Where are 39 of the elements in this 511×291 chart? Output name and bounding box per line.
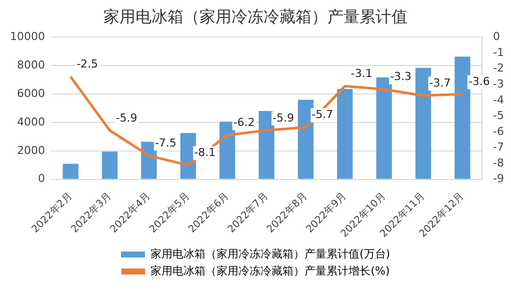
data-label: -3.7	[429, 76, 451, 90]
bar	[62, 164, 78, 179]
data-label: -3.6	[468, 74, 490, 88]
y-tick-label: 4000	[16, 115, 45, 128]
y-tick-label: 2000	[16, 144, 45, 157]
bar	[102, 152, 118, 179]
data-label: -6.2	[233, 116, 255, 130]
data-label: -7.5	[154, 136, 176, 150]
data-label: -3.1	[350, 67, 372, 80]
y2-tick-label: -2	[493, 62, 504, 75]
y2-tick-label: -9	[493, 172, 504, 186]
data-label: -5.7	[312, 108, 334, 122]
bar	[415, 68, 432, 179]
y-tick-label: 10000	[10, 30, 45, 44]
legend-label: 家用电冰箱（家用冷冻冷藏箱）产量累计值(万台)	[150, 247, 390, 260]
y-tick-label: 0	[38, 172, 45, 186]
bar	[298, 100, 314, 179]
y2-tick-label: -7	[493, 140, 504, 154]
y2-tick-label: -5	[493, 109, 504, 122]
y2-tick-label: -8	[493, 156, 504, 170]
y2-tick-label: -6	[493, 124, 504, 138]
y2-tick-label: 0	[493, 30, 500, 44]
data-label: -8.1	[194, 146, 216, 160]
bar	[219, 122, 236, 179]
y2-tick-label: -3	[493, 77, 504, 90]
chart-title: 家用电冰箱（家用冷冻冷藏箱）产量累计值	[104, 6, 408, 26]
bar	[376, 77, 392, 179]
data-label: -2.5	[76, 58, 98, 71]
bar	[454, 56, 470, 179]
data-label: -3.3	[390, 70, 412, 84]
bar	[337, 88, 353, 179]
y2-tick-label: -1	[493, 46, 504, 59]
data-label: -5.9	[116, 111, 138, 124]
bar	[258, 110, 274, 179]
y2-tick-label: -4	[493, 93, 504, 106]
legend-label: 家用电冰箱（家用冷冻冷藏箱）产量累计增长(%)	[150, 264, 390, 278]
y-tick-label: 8000	[16, 58, 45, 72]
y-tick-label: 6000	[16, 86, 45, 100]
data-label: -5.9	[272, 111, 294, 124]
